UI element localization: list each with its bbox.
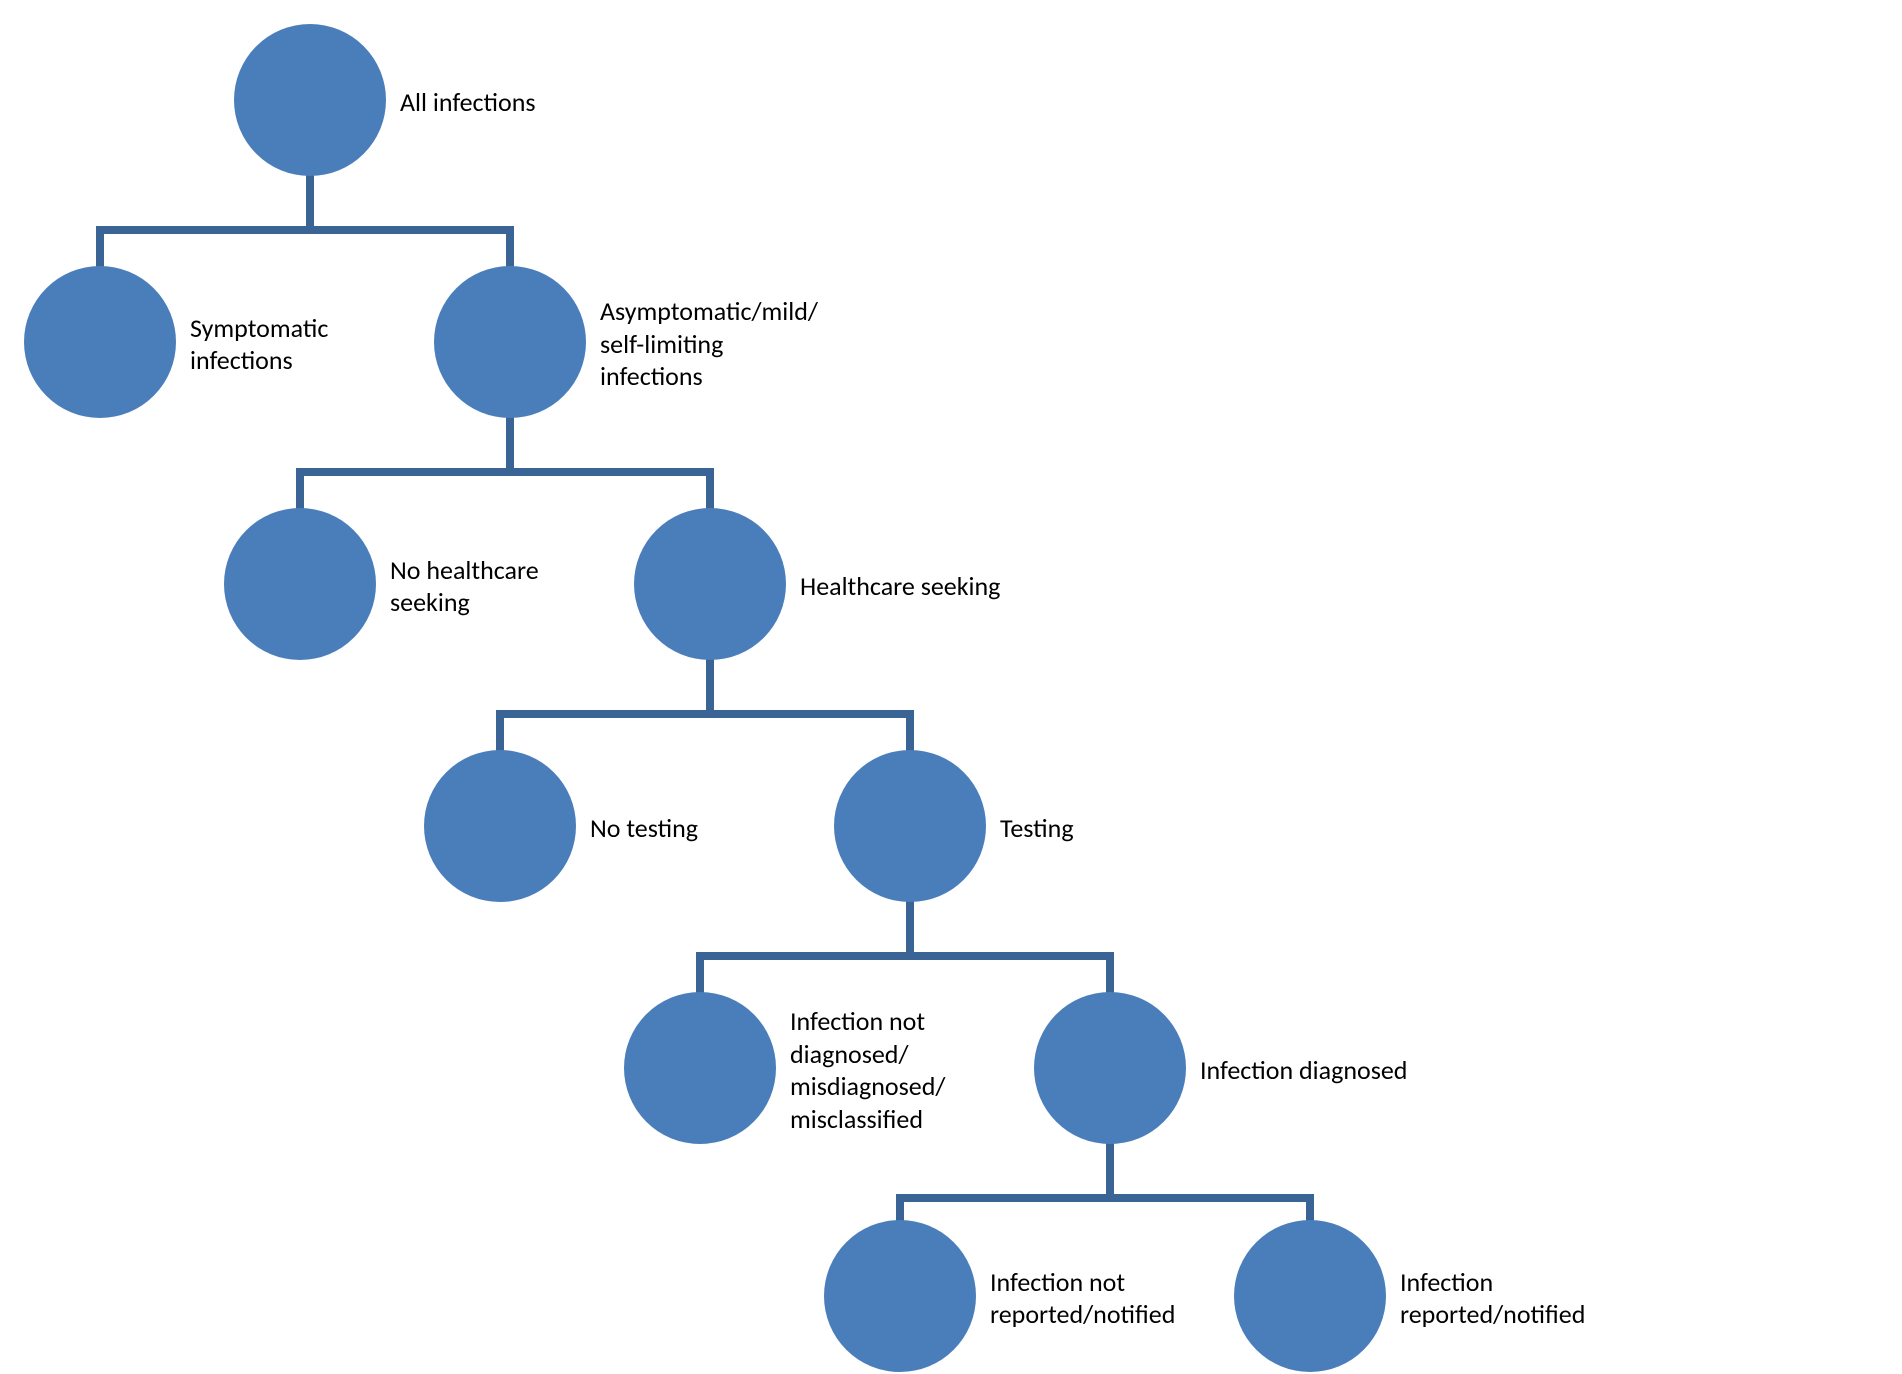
tree-node-label: No testing [590,812,790,845]
diagram-stage: All infections Symptomatic infections Asym… [0,0,1902,1374]
tree-node [24,266,176,418]
tree-node [434,266,586,418]
tree-node-label: Symptomatic infections [190,312,390,377]
tree-node [224,508,376,660]
tree-node [1034,992,1186,1144]
tree-node-label: Asymptomatic/mild/ self-limiting infecti… [600,295,900,393]
tree-node [234,24,386,176]
tree-node [424,750,576,902]
tree-node [634,508,786,660]
tree-node-label: All infections [400,86,760,119]
tree-node-label: Infection not diagnosed/ misdiagnosed/ m… [790,1005,1010,1135]
tree-node [1234,1220,1386,1372]
tree-node-label: Infection reported/notified [1400,1266,1660,1331]
tree-node [624,992,776,1144]
tree-node [824,1220,976,1372]
tree-node-label: No healthcare seeking [390,554,610,619]
tree-node-label: Healthcare seeking [800,570,1080,603]
tree-node [834,750,986,902]
connector-layer [0,0,1902,1374]
tree-node-label: Infection diagnosed [1200,1054,1480,1087]
tree-node-label: Testing [1000,812,1200,845]
tree-node-label: Infection not reported/notified [990,1266,1250,1331]
